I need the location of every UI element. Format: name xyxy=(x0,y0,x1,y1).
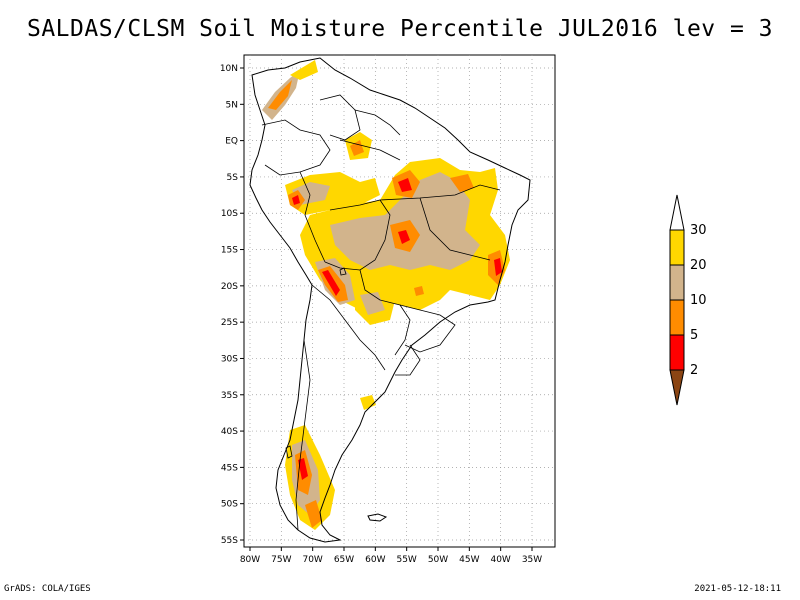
lat-tick-label: 5N xyxy=(226,100,238,110)
south-america-coastline xyxy=(249,57,531,543)
lat-tick-label: 15S xyxy=(221,246,238,256)
falkland-islands xyxy=(367,513,388,522)
legend-label-20: 20 xyxy=(690,258,707,273)
lon-tick-label: 35W xyxy=(522,555,542,565)
lat-tick-label: 30S xyxy=(221,354,238,364)
island-chiloe xyxy=(285,445,293,459)
lon-tick-label: 50W xyxy=(428,555,448,565)
shade-tierra-core xyxy=(305,500,322,528)
legend-label-5: 5 xyxy=(690,328,698,343)
shade-venezuela xyxy=(290,60,318,80)
lat-tick-label: 50S xyxy=(221,500,238,510)
country-borders xyxy=(261,94,501,531)
shade-guiana-core xyxy=(350,140,364,156)
legend-label-30: 30 xyxy=(690,223,707,238)
legend-box-10-20 xyxy=(669,264,685,301)
lat-tick-label: 10N xyxy=(220,64,238,74)
shade-ne-core xyxy=(450,174,474,192)
lat-tick-label: 40S xyxy=(221,427,238,437)
lat-tick-label: 10S xyxy=(221,209,238,219)
legend-box-20-30 xyxy=(669,229,685,266)
lat-tick-label: 25S xyxy=(221,318,238,328)
latitude-axis: 10N 5N EQ 5S 10S 15S 20S 25S 30S 35S 40S 45S 50S 55S xyxy=(220,64,244,546)
color-legend: 30 20 10 5 2 xyxy=(669,194,707,406)
shade-paulo-core xyxy=(414,286,424,296)
shade-matogrosso-red xyxy=(398,230,410,244)
lat-tick-label: 45S xyxy=(221,463,238,473)
shade-colombia-core xyxy=(268,80,292,110)
legend-arrow-bottom xyxy=(669,369,685,406)
legend-box-5-10 xyxy=(669,299,685,336)
map-title: SALDAS/CLSM Soil Moisture Percentile JUL… xyxy=(26,16,774,42)
lon-tick-label: 40W xyxy=(490,555,510,565)
shade-para-red xyxy=(398,178,412,192)
lon-tick-label: 60W xyxy=(365,555,385,565)
lon-tick-label: 80W xyxy=(240,555,260,565)
legend-label-10: 10 xyxy=(690,293,707,308)
footer-credit: GrADS: COLA/IGES xyxy=(4,584,91,594)
longitude-axis: 80W 75W 70W 65W 60W 55W 50W 45W 40W 35W xyxy=(240,547,542,565)
lat-tick-label: 35S xyxy=(221,391,238,401)
lake-titicaca xyxy=(339,267,347,276)
lat-tick-label: 20S xyxy=(221,282,238,292)
lon-tick-label: 65W xyxy=(334,555,354,565)
shade-pampas xyxy=(360,395,376,410)
shade-chaco-tan xyxy=(360,292,385,315)
legend-arrow-top xyxy=(669,194,685,231)
soil-moisture-shading xyxy=(262,60,510,530)
shade-central-brazil-tan xyxy=(330,172,480,270)
lon-tick-label: 55W xyxy=(396,555,416,565)
shade-patagonia-red xyxy=(298,458,308,480)
lon-tick-label: 45W xyxy=(459,555,479,565)
shade-bahia-red xyxy=(494,258,502,276)
lon-tick-label: 75W xyxy=(271,555,291,565)
lat-tick-label: 55S xyxy=(221,536,238,546)
legend-box-2-5 xyxy=(669,334,685,371)
lon-tick-label: 70W xyxy=(302,555,322,565)
lat-tick-label: EQ xyxy=(225,137,238,147)
shade-bolivia-red xyxy=(322,270,340,296)
lat-tick-label: 5S xyxy=(227,173,239,183)
shade-peru-red xyxy=(292,195,300,205)
footer-timestamp: 2021-05-12-18:11 xyxy=(694,584,781,594)
legend-label-2: 2 xyxy=(690,363,698,378)
